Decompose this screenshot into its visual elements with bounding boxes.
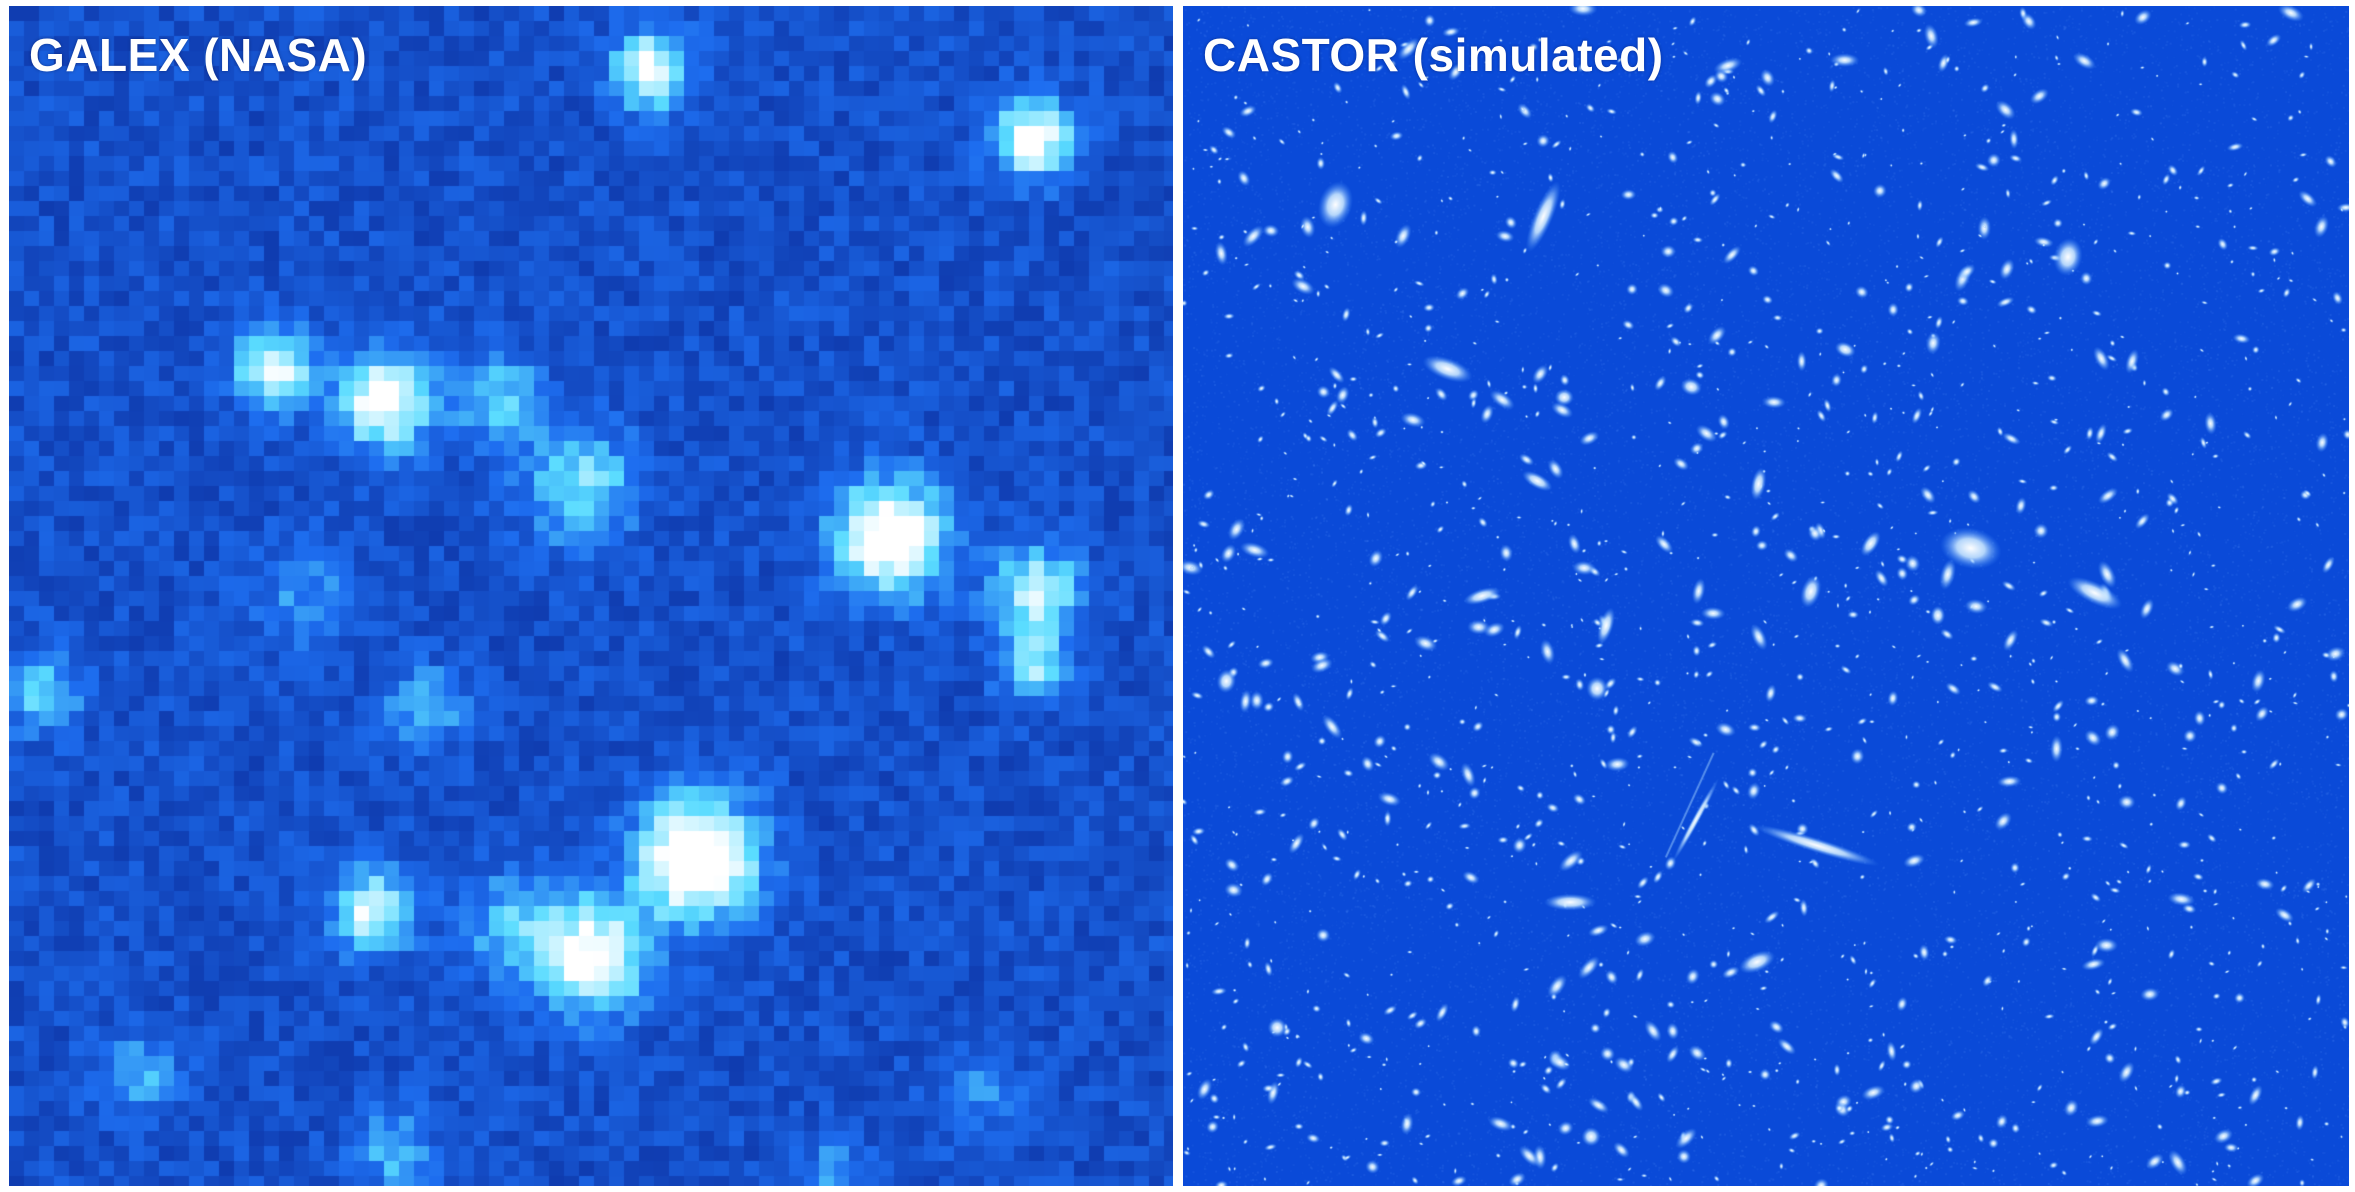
castor-sky-image xyxy=(1183,6,2349,1186)
castor-image-panel: CASTOR (simulated) xyxy=(1183,6,2349,1186)
galex-label: GALEX (NASA) xyxy=(29,29,368,81)
galex-sky-image xyxy=(9,6,1173,1186)
galex-image-panel: GALEX (NASA) xyxy=(9,6,1173,1186)
castor-label: CASTOR (simulated) xyxy=(1203,29,1664,81)
